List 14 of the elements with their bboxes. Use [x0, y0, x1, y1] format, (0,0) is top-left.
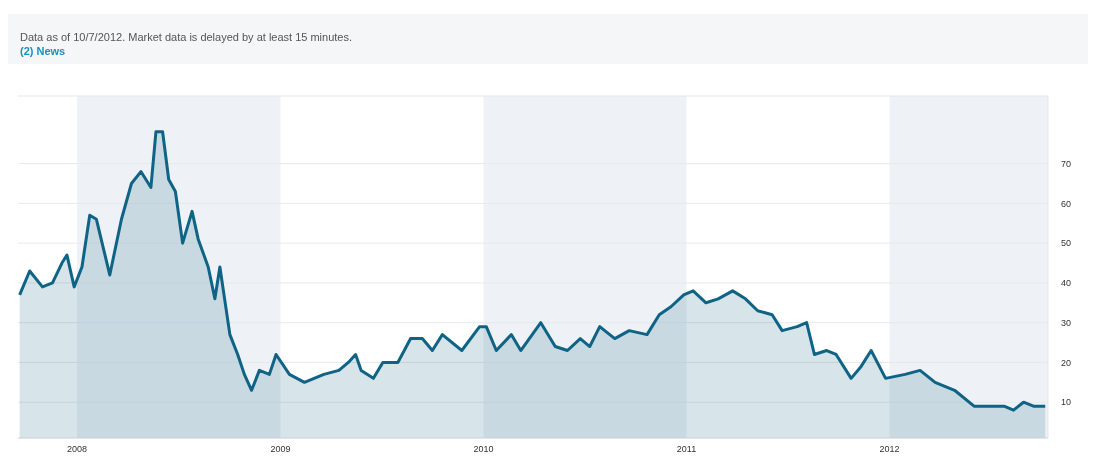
x-tick-label: 2010	[473, 444, 494, 454]
y-tick-label: 30	[1060, 317, 1072, 328]
chart-subtitle: Data as of 10/7/2012. Market data is delayed by at least 15 minutes.	[20, 31, 353, 43]
x-tick-label: 2008	[66, 444, 87, 454]
y-tick-label: 70	[1060, 158, 1072, 169]
x-tick-label: 2011	[676, 444, 697, 454]
y-tick-label: 50	[1060, 238, 1072, 249]
x-tick-label: 2009	[270, 444, 291, 454]
x-tick-label: 2012	[879, 444, 900, 454]
y-tick-label: 60	[1060, 198, 1072, 209]
text: (2) News	[20, 45, 66, 57]
y-tick-label: 40	[1060, 278, 1072, 289]
y-tick-label: 10	[1060, 397, 1072, 408]
y-tick-label: 20	[1060, 357, 1072, 368]
